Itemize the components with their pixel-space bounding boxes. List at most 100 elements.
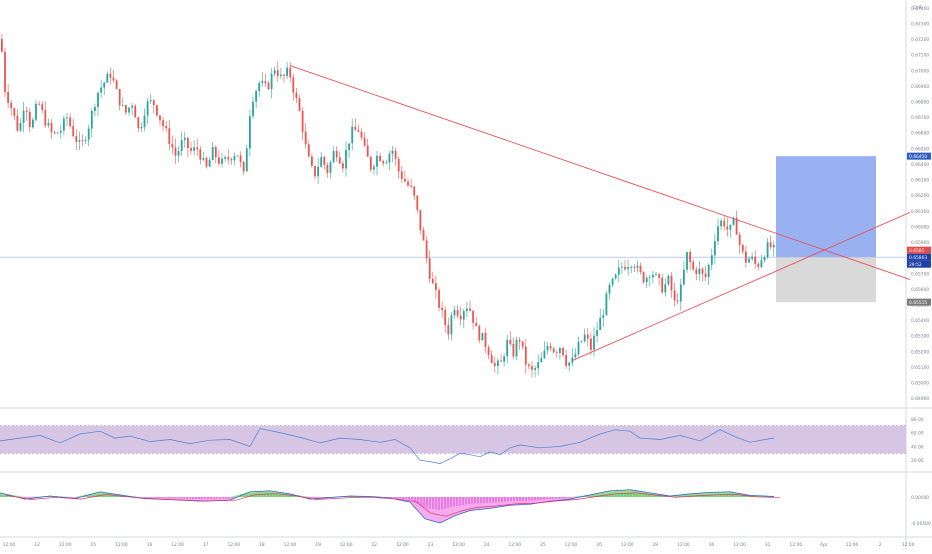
candle-up bbox=[208, 160, 211, 167]
date-tick-label: 29 bbox=[653, 542, 659, 548]
candle-down bbox=[75, 136, 78, 142]
candle-down bbox=[741, 244, 744, 252]
price-tick-label: 0.67300 bbox=[911, 21, 929, 27]
candle-up bbox=[571, 357, 574, 363]
stop-zone bbox=[776, 257, 876, 303]
candle-up bbox=[534, 368, 536, 370]
candle-down bbox=[428, 258, 431, 279]
candle-up bbox=[249, 116, 251, 149]
candle-down bbox=[410, 185, 412, 187]
candle-down bbox=[562, 347, 564, 356]
candle-up bbox=[503, 356, 505, 362]
candle-up bbox=[66, 117, 68, 119]
candle-down bbox=[10, 102, 13, 109]
candle-up bbox=[391, 150, 394, 154]
candle-up bbox=[466, 308, 468, 312]
candle-down bbox=[205, 158, 208, 167]
candle-up bbox=[515, 339, 518, 357]
candle-down bbox=[323, 157, 326, 165]
trade-zones[interactable] bbox=[776, 156, 876, 303]
trendlines[interactable] bbox=[289, 65, 911, 362]
candle-down bbox=[475, 322, 478, 327]
candle-up bbox=[748, 258, 750, 263]
candle-down bbox=[704, 273, 707, 277]
candle-down bbox=[555, 352, 558, 354]
candle-down bbox=[72, 125, 75, 137]
candle-down bbox=[404, 178, 406, 182]
price-tick-label: 0.65700 bbox=[911, 271, 929, 277]
date-tick-label: Apr bbox=[820, 542, 828, 548]
macd-histogram-area bbox=[0, 489, 774, 523]
date-tick-label: 26 bbox=[596, 542, 602, 548]
candle-down bbox=[394, 150, 397, 159]
price-tick-label: 0.66700 bbox=[911, 115, 929, 121]
candle-up bbox=[19, 122, 22, 131]
candle-down bbox=[38, 103, 40, 105]
candle-down bbox=[311, 156, 313, 166]
candle-down bbox=[459, 315, 462, 320]
price-tick-label: 0.65100 bbox=[911, 365, 929, 371]
price-tick-label: 0.66400 bbox=[911, 162, 929, 168]
candle-up bbox=[617, 267, 620, 275]
date-tick-label: 19 bbox=[315, 542, 321, 548]
candle-down bbox=[115, 80, 118, 90]
date-tick-label: 12:00 bbox=[508, 542, 521, 548]
candle-down bbox=[438, 290, 440, 308]
candle-down bbox=[307, 144, 310, 157]
candle-up bbox=[605, 293, 608, 316]
candle-up bbox=[766, 242, 769, 258]
candle-down bbox=[456, 310, 459, 316]
macd-panel bbox=[0, 489, 781, 524]
date-tick-label: 15 bbox=[91, 542, 97, 548]
candle-down bbox=[521, 341, 524, 347]
date-tick-label: 12:00 bbox=[789, 542, 802, 548]
candle-up bbox=[608, 284, 611, 294]
candle-down bbox=[524, 346, 527, 365]
candle-down bbox=[199, 149, 202, 160]
candle-up bbox=[462, 311, 465, 320]
candle-up bbox=[453, 310, 456, 316]
candle-up bbox=[599, 317, 602, 331]
macd-axis-label: -0.00500 bbox=[911, 521, 931, 527]
price-tick-label: 0.67200 bbox=[911, 37, 929, 43]
candle-up bbox=[100, 87, 102, 93]
candle-up bbox=[270, 73, 273, 90]
candle-up bbox=[351, 126, 354, 144]
price-tick-label: 0.66100 bbox=[911, 209, 929, 215]
candle-down bbox=[44, 110, 47, 126]
candle-down bbox=[689, 252, 691, 262]
candle-down bbox=[549, 345, 552, 349]
candle-down bbox=[357, 130, 360, 132]
candle-down bbox=[298, 98, 301, 111]
date-tick-label: 12:00 bbox=[284, 542, 297, 548]
candle-down bbox=[162, 120, 164, 127]
candle-down bbox=[165, 126, 168, 129]
candle-down bbox=[109, 73, 112, 78]
candle-up bbox=[320, 157, 323, 167]
rsi-panel bbox=[0, 425, 906, 464]
candle-down bbox=[168, 128, 171, 145]
candle-down bbox=[264, 81, 267, 83]
candle-down bbox=[565, 355, 567, 366]
candle-down bbox=[425, 240, 428, 259]
candle-up bbox=[94, 106, 96, 112]
date-tick-label: 12:00 bbox=[902, 542, 915, 548]
candle-up bbox=[183, 137, 186, 141]
candle-down bbox=[230, 159, 233, 161]
candle-up bbox=[224, 157, 226, 159]
candle-up bbox=[280, 74, 282, 77]
date-tick-label: 16 bbox=[147, 542, 153, 548]
candle-down bbox=[137, 117, 140, 129]
candle-up bbox=[667, 275, 670, 285]
candle-down bbox=[413, 186, 416, 196]
candle-up bbox=[388, 153, 391, 163]
candle-up bbox=[345, 149, 347, 169]
candle-down bbox=[639, 265, 642, 273]
candle-down bbox=[16, 115, 19, 131]
candle-up bbox=[376, 155, 378, 167]
stop-price-tag-bg bbox=[907, 298, 931, 306]
candle-up bbox=[78, 140, 81, 142]
date-tick-label: 12:00 bbox=[621, 542, 634, 548]
